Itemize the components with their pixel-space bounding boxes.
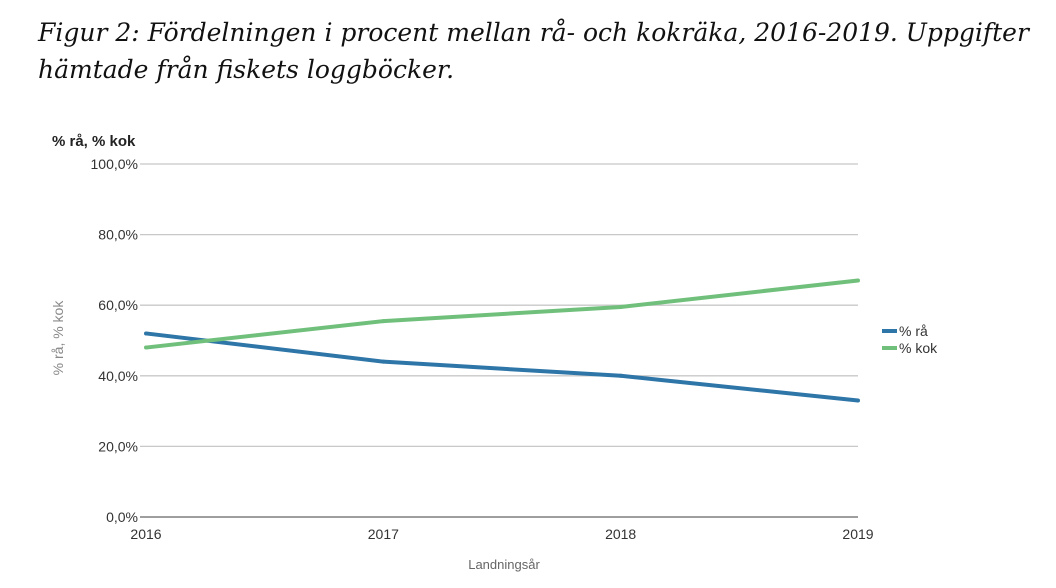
y-tick-label: 40,0% [98, 368, 138, 384]
series-line [145, 278, 859, 350]
data-point [381, 359, 386, 364]
x-tick-label: 2016 [130, 526, 161, 542]
y-tick-label: 60,0% [98, 297, 138, 313]
chart-title: % rå, % kok [52, 133, 136, 150]
legend-entry: % rå [899, 323, 928, 339]
caption-line-1: Figur 2: Fördelningen i procent mellan r… [38, 18, 1029, 47]
figure-caption: Figur 2: Fördelningen i procent mellan r… [38, 14, 1038, 88]
data-point [856, 278, 860, 283]
caption-line-2: hämtade från fiskets loggböcker. [38, 55, 455, 84]
y-tick-label: 0,0% [106, 509, 138, 525]
data-point [381, 319, 386, 324]
y-axis-label: % rå, % kok [50, 300, 66, 376]
data-point [618, 304, 623, 309]
legend-entry: % kok [899, 340, 938, 356]
y-tick-label: 100,0% [91, 156, 138, 172]
x-tick-label: 2019 [842, 526, 873, 542]
data-point [618, 373, 623, 378]
x-tick-label: 2017 [368, 526, 399, 542]
data-point [144, 331, 148, 336]
x-tick-label: 2018 [605, 526, 636, 542]
data-point [856, 398, 860, 403]
series-line [145, 331, 859, 403]
data-point [144, 345, 148, 350]
y-tick-label: 20,0% [98, 438, 138, 454]
y-tick-label: 80,0% [98, 227, 138, 243]
x-axis-label: Landningsår [468, 557, 540, 572]
